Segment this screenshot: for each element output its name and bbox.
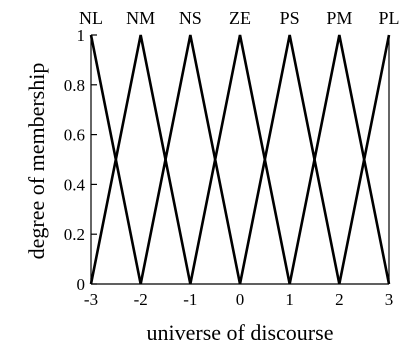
x-tick-label-0: -3 (84, 290, 98, 309)
x-tick-label-4: 1 (285, 290, 294, 309)
y-tick-label-1: 0.2 (64, 225, 85, 244)
y-tick-label-5: 1 (77, 26, 86, 45)
series-line-ns (139, 34, 242, 285)
series-line-pl (338, 34, 391, 285)
series-label-pl: PL (378, 8, 399, 28)
x-tick-label-3: 0 (236, 290, 245, 309)
series-layer (89, 34, 391, 285)
y-tick-label-0: 0 (77, 275, 86, 294)
y-tick-label-4: 0.8 (64, 76, 85, 95)
series-line-ze (189, 34, 291, 285)
series-label-ze: ZE (229, 8, 251, 28)
series-line-ps (238, 34, 341, 285)
x-tick-label-1: -2 (134, 290, 148, 309)
series-label-nl: NL (79, 8, 103, 28)
series-label-pm: PM (326, 8, 352, 28)
series-label-ps: PS (280, 8, 300, 28)
series-line-nm (89, 34, 192, 285)
series-label-nm: NM (126, 8, 155, 28)
y-tick-label-3: 0.6 (64, 126, 85, 145)
x-tick-label-6: 3 (385, 290, 394, 309)
y-axis-title: degree of membership (24, 63, 49, 260)
series-line-pm (288, 34, 391, 285)
series-label-ns: NS (179, 8, 202, 28)
x-axis-title: universe of discourse (147, 320, 334, 345)
axes-layer (90, 34, 390, 285)
x-tick-label-2: -1 (183, 290, 197, 309)
x-tick-label-5: 2 (335, 290, 344, 309)
y-tick-label-2: 0.4 (64, 175, 86, 194)
